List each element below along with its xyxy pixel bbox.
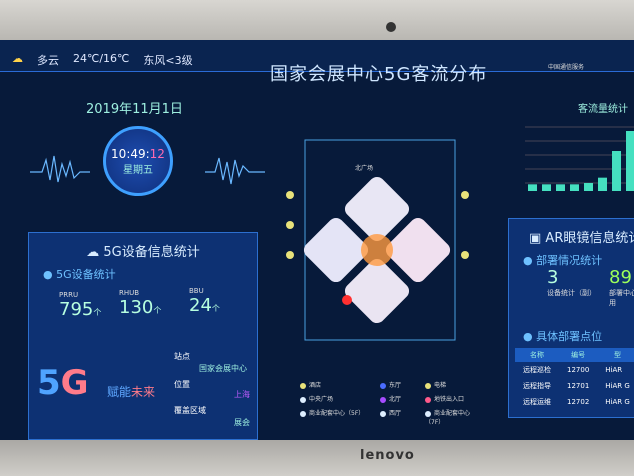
stat-rhub: RHUB 130个 xyxy=(119,289,162,318)
stat-bbu: BBU 24个 xyxy=(189,287,220,316)
legend-item: 北厅 xyxy=(380,394,425,403)
traffic-bar xyxy=(612,151,621,191)
ar-subtitle: 部署情况统计 xyxy=(536,254,603,267)
page-title: 国家会展中心5G客流分布 xyxy=(270,64,488,85)
legend-dot xyxy=(380,396,386,403)
legend-dot xyxy=(425,410,431,417)
ar-title: AR眼镜信息统计 xyxy=(545,231,634,246)
traffic-bar xyxy=(598,177,607,191)
map-legend: 酒店 东厅 电梯中央广场 北厅 地铁出入口商业配套中心（5F） 西厅 商业配套中心（7F） xyxy=(300,380,485,426)
traffic-chart: 客流量统计 xyxy=(520,100,634,200)
weather-bar: ☁ 多云 24℃/16℃ 东风<3级 xyxy=(12,52,193,68)
table-row[interactable]: 远程运维 12702 HiAR G xyxy=(523,398,630,406)
ar-table: 名称 编号型 远程巡检 12700 HiAR 远程指导 12701 HiAR G 远程运维… xyxy=(515,348,634,410)
panel-subtitle: 5G设备统计 xyxy=(56,268,116,281)
info-value-coverage: 展会 xyxy=(234,418,250,427)
legend-dot xyxy=(425,382,431,389)
legend-item: 地铁出入口 xyxy=(425,394,485,403)
clock-time: 10:49: xyxy=(111,147,150,161)
info-key-coverage: 覆盖区域 xyxy=(174,406,206,415)
weather-text: 多云 xyxy=(37,54,59,67)
heartbeat-right-icon xyxy=(205,157,265,185)
ar-subtitle2: 具体部署点位 xyxy=(536,330,603,343)
traffic-bar xyxy=(556,184,565,191)
traffic-bar xyxy=(528,184,537,191)
vr-glasses-icon: ▣ xyxy=(529,231,546,246)
info-key-site: 站点 xyxy=(174,352,190,361)
stat-prru: PRRU 795个 xyxy=(59,291,102,320)
slogan: 赋能未来 xyxy=(107,385,156,399)
legend-dot xyxy=(300,382,306,389)
cloudy-icon: ☁ xyxy=(12,52,23,65)
panel-title: 5G设备信息统计 xyxy=(103,245,200,260)
ar-stat-calls: 89部署中心调用 xyxy=(609,267,634,307)
logo: 中国通信服务 xyxy=(548,64,585,71)
legend-dot xyxy=(380,382,386,389)
webcam xyxy=(386,22,396,32)
device-panel: ☁ 5G设备信息统计 ● 5G设备统计 PRRU 795个 RHUB 130个 BB… xyxy=(28,232,258,440)
heartbeat-left-icon xyxy=(30,155,90,183)
legend-dot xyxy=(300,410,306,417)
venue-heatmap[interactable]: 北广场 xyxy=(285,120,470,360)
info-value-site: 国家会展中心 xyxy=(199,364,247,373)
legend-item: 电梯 xyxy=(425,380,485,389)
legend-item: 东厅 xyxy=(380,380,425,389)
ar-stat-devices: 3 设备统计（副） xyxy=(547,267,596,297)
traffic-title: 客流量统计 xyxy=(578,104,628,115)
legend-item: 商业配套中心（7F） xyxy=(425,410,471,426)
monitor-bezel xyxy=(0,0,634,40)
weekday: 星期五 xyxy=(123,165,153,176)
date: 2019年11月1日 xyxy=(86,102,183,117)
clock-seconds: 12 xyxy=(149,147,165,161)
dashboard-screen: ☁ 多云 24℃/16℃ 东风<3级 国家会展中心5G客流分布 中国通信服务 2… xyxy=(0,40,634,440)
legend-item: 中央广场 xyxy=(300,394,380,403)
5g-logo: 5G xyxy=(37,363,89,403)
svg-text:北广场: 北广场 xyxy=(355,164,373,172)
table-row[interactable]: 远程巡检 12700 HiAR xyxy=(523,366,623,374)
traffic-bar xyxy=(542,184,551,191)
top-bar xyxy=(0,40,634,72)
traffic-bar xyxy=(570,184,579,191)
traffic-bar xyxy=(584,183,593,191)
brand-logo: lenovo xyxy=(360,448,415,463)
legend-item: 酒店 xyxy=(300,380,380,389)
temperature: 24℃/16℃ xyxy=(73,52,130,65)
clock: 10:49:12 星期五 xyxy=(103,126,173,196)
cloud-icon: ☁ xyxy=(86,245,104,260)
legend-item: 商业配套中心（5F） xyxy=(300,408,380,426)
info-value-location: 上海 xyxy=(234,390,250,399)
traffic-bar xyxy=(626,131,634,191)
legend-dot xyxy=(300,396,306,403)
legend-dot xyxy=(380,410,386,417)
table-row[interactable]: 远程指导 12701 HiAR G xyxy=(523,382,630,390)
legend-dot xyxy=(425,396,431,403)
info-key-location: 位置 xyxy=(174,380,190,389)
wind: 东风<3级 xyxy=(143,54,193,67)
laptop-base: lenovo xyxy=(0,440,634,476)
legend-item: 西厅 xyxy=(380,408,425,426)
